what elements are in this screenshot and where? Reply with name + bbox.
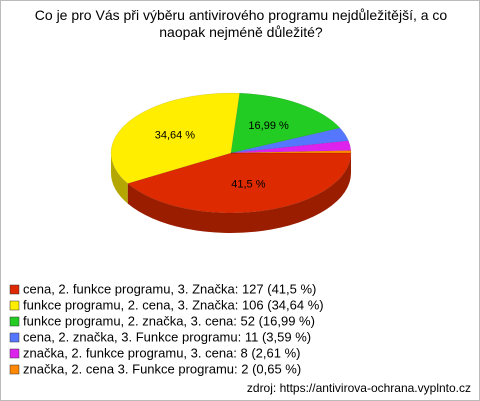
legend-label: funkce programu, 2. cena, 3. Značka: 106… [23,297,324,312]
legend-label: cena, 2. značka, 3. Funkce programu: 11 … [23,329,311,344]
legend-label: funkce programu, 2. značka, 3. cena: 52 … [23,313,315,328]
data-label: 41,5 % [231,179,265,191]
slice [230,127,349,154]
slice [127,152,352,214]
slice [230,92,341,154]
legend-label: značka, 2. cena 3. Funkce programu: 2 (0… [23,361,301,376]
legend-label: značka, 2. funkce programu, 3. cena: 8 (… [23,345,300,360]
chart-title: Co je pro Vás při výběru antivirového pr… [34,7,448,40]
slice [230,140,352,154]
legend-swatch [9,300,20,311]
legend-swatch [9,364,20,375]
slice-side [127,153,351,234]
legend-swatch [9,348,20,359]
source: zdroj: https://antivirova-ochrana.vyplnt… [247,381,471,395]
data-label: 16,99 % [248,120,289,132]
legend-swatch [9,284,20,295]
slice [230,150,352,154]
legend-label: cena, 2. funkce programu, 3. Značka: 127… [23,281,316,296]
data-label: 34,64 % [155,130,196,142]
legend-swatch [9,316,20,327]
slice [110,92,240,184]
legend-swatch [9,332,20,343]
slice-side [111,153,128,204]
